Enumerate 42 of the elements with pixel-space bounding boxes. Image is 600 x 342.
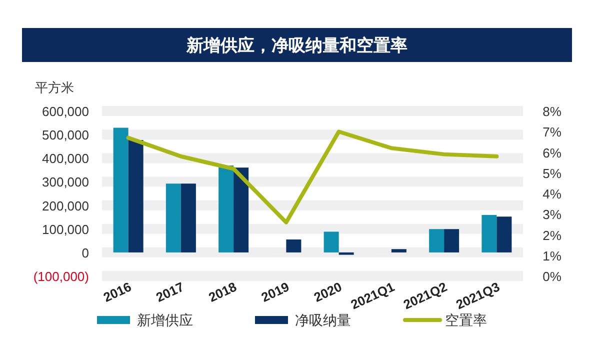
y-tick-label: 400,000 <box>42 151 89 166</box>
bar <box>113 128 128 252</box>
y2-tick-label: 8% <box>542 104 562 119</box>
y-tick-label: 100,000 <box>42 222 89 237</box>
x-tick-label: 2019 <box>258 279 292 305</box>
y2-tick-label: 6% <box>542 145 562 160</box>
y-tick-label: 600,000 <box>42 104 89 119</box>
chart-title: 新增供应，净吸纳量和空置率 <box>186 36 408 55</box>
bar <box>286 239 302 252</box>
y-tick-label: (100,000) <box>33 269 89 284</box>
legend-label: 新增供应 <box>137 312 193 328</box>
y2-tick-label: 4% <box>542 186 562 202</box>
bar <box>218 165 234 252</box>
bar <box>429 229 444 252</box>
bar <box>180 184 196 252</box>
legend-label: 净吸纳量 <box>295 312 351 328</box>
bar <box>338 252 354 255</box>
bar <box>128 140 144 252</box>
bar <box>324 232 339 252</box>
y2-tick-label: 7% <box>542 124 562 140</box>
bar <box>391 249 406 252</box>
y2-tick-label: 0% <box>542 269 562 284</box>
bar <box>482 214 497 252</box>
y2-tick-label: 5% <box>542 166 562 181</box>
y-tick-label: 300,000 <box>42 174 89 190</box>
y2-tick-label: 1% <box>542 248 562 264</box>
legend-label: 空置率 <box>445 312 487 328</box>
y-axis-title: 平方米 <box>35 80 74 95</box>
bar <box>496 216 512 252</box>
y2-tick-label: 3% <box>542 207 562 222</box>
line-series <box>126 130 499 224</box>
bar <box>166 184 181 252</box>
y-tick-label: 500,000 <box>42 128 89 143</box>
bar <box>234 168 249 252</box>
x-tick-label: 2020 <box>312 279 344 305</box>
y-tick-label: 200,000 <box>42 198 89 214</box>
x-tick-label: 2018 <box>206 279 239 305</box>
bar <box>444 229 460 252</box>
y-tick-label: 0 <box>82 245 89 260</box>
y2-tick-label: 2% <box>542 228 562 243</box>
x-tick-label: 2016 <box>101 279 134 305</box>
x-tick-label: 2017 <box>154 279 186 305</box>
